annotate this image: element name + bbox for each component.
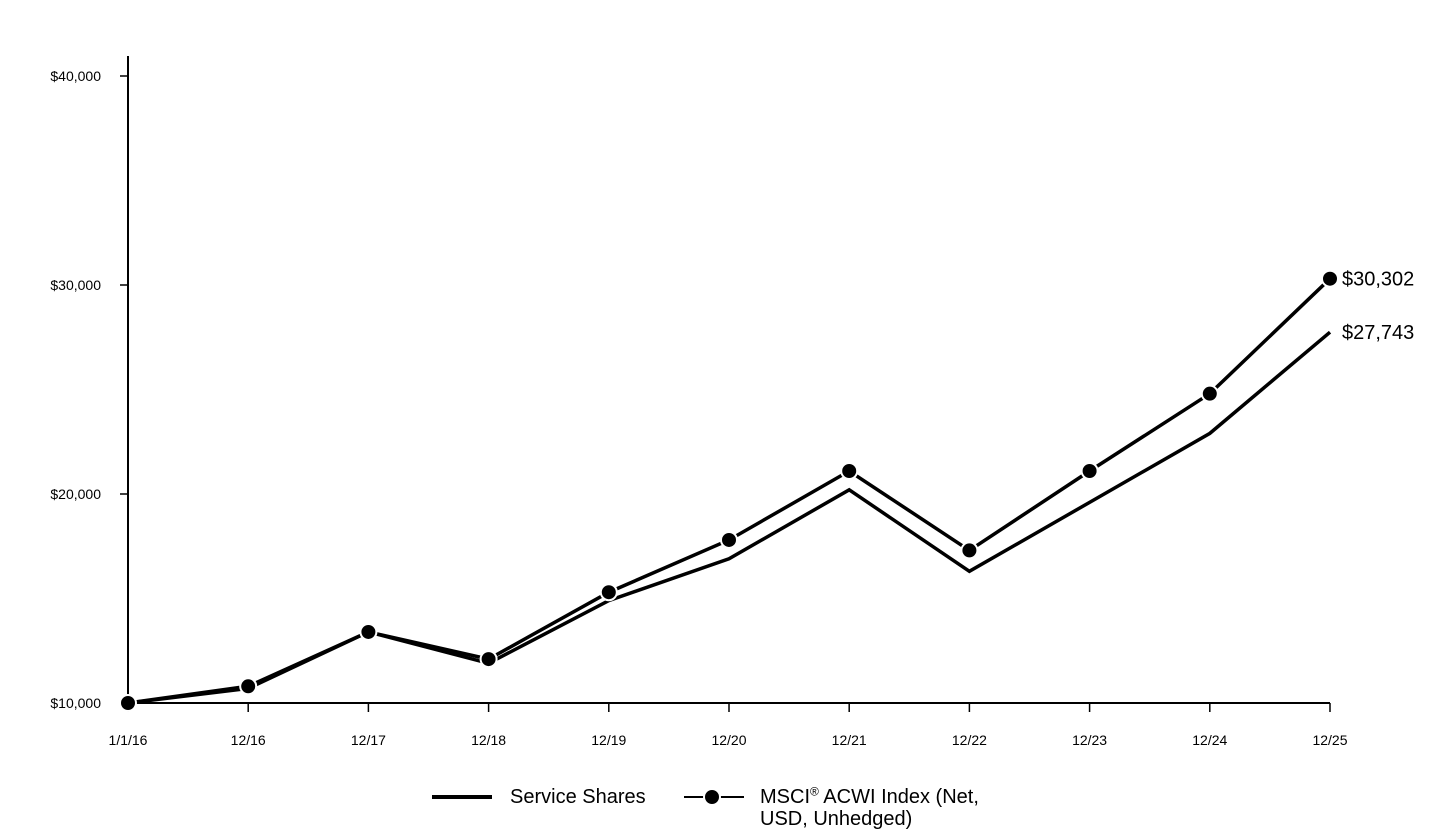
registered-mark: ® [810,784,819,799]
legend-swatch-line-marker [684,788,744,806]
series-msci-acwi [119,269,1339,712]
end-value-label: $30,302 [1342,269,1414,291]
x-tick-label: 12/17 [351,732,386,748]
x-tick-label: 1/1/16 [109,732,148,748]
end-labels: $27,743 $30,302 [1342,269,1414,344]
x-tick-label: 12/16 [231,732,266,748]
data-point [720,530,738,549]
data-point [359,622,378,641]
axes [127,56,1330,704]
y-tick-label: $30,000 [50,277,101,293]
series-line [127,277,1332,705]
series-line [127,330,1332,705]
data-point [119,694,137,712]
data-point [1321,269,1339,288]
x-tick-label: 12/21 [832,732,867,748]
x-tick-label: 12/20 [711,732,746,748]
x-tick-label: 12/18 [471,732,506,748]
x-tick-label: 12/24 [1192,732,1227,748]
x-tick-label: 12/19 [591,732,626,748]
x-tick-label: 12/25 [1312,732,1347,748]
data-point [960,541,979,560]
y-axis-ticks: $10,000 $20,000 $30,000 $40,000 [50,68,128,711]
x-axis-ticks: 1/1/16 12/16 12/17 12/18 12/19 12/20 12/21 12/2… [109,703,1348,748]
y-tick-label: $20,000 [50,486,101,502]
data-point [1080,462,1099,481]
series-layer [119,269,1339,712]
x-tick-label: 12/23 [1072,732,1107,748]
legend-swatch-line [432,795,492,799]
data-point [239,677,258,696]
legend-label-prefix: MSCI [760,786,810,808]
y-tick-label: $10,000 [50,695,101,711]
data-point [1200,384,1219,403]
data-point [599,583,618,602]
series-service-shares [127,330,1332,705]
y-tick-label: $40,000 [50,68,101,84]
legend-label-suffix: ACWI Index (Net, USD, Unhedged) [760,786,979,830]
x-tick-label: 12/22 [952,732,987,748]
data-point [479,650,498,669]
data-point [840,462,859,481]
legend-label: Service Shares [510,786,646,808]
legend-label: MSCI® ACWI Index (Net, USD, Unhedged) [760,784,1020,830]
end-value-label: $27,743 [1342,322,1414,344]
